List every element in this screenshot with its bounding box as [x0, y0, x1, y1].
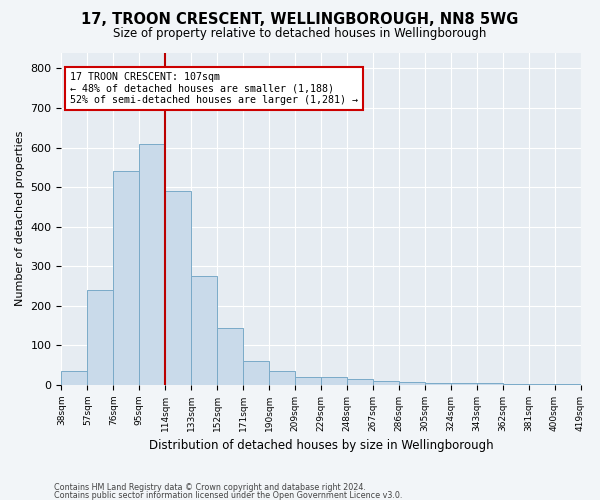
Text: 17 TROON CRESCENT: 107sqm
← 48% of detached houses are smaller (1,188)
52% of se: 17 TROON CRESCENT: 107sqm ← 48% of detac… — [70, 72, 358, 106]
Text: Size of property relative to detached houses in Wellingborough: Size of property relative to detached ho… — [113, 28, 487, 40]
Bar — [113, 172, 139, 385]
Bar — [321, 377, 347, 385]
Bar — [139, 144, 165, 385]
Bar — [399, 382, 425, 385]
Bar — [61, 371, 88, 385]
Text: 17, TROON CRESCENT, WELLINGBOROUGH, NN8 5WG: 17, TROON CRESCENT, WELLINGBOROUGH, NN8 … — [82, 12, 518, 28]
Bar — [425, 383, 451, 385]
Bar — [373, 381, 399, 385]
Bar — [529, 384, 554, 385]
Bar — [217, 328, 243, 385]
Bar — [165, 191, 191, 385]
Bar — [295, 377, 321, 385]
Bar — [269, 371, 295, 385]
Bar — [476, 383, 503, 385]
Text: Contains public sector information licensed under the Open Government Licence v3: Contains public sector information licen… — [54, 491, 403, 500]
Bar — [88, 290, 113, 385]
Bar — [451, 383, 476, 385]
Bar — [191, 276, 217, 385]
Bar — [347, 379, 373, 385]
Bar — [503, 384, 529, 385]
Bar — [243, 362, 269, 385]
Bar — [554, 384, 581, 385]
Text: Contains HM Land Registry data © Crown copyright and database right 2024.: Contains HM Land Registry data © Crown c… — [54, 484, 366, 492]
X-axis label: Distribution of detached houses by size in Wellingborough: Distribution of detached houses by size … — [149, 440, 493, 452]
Y-axis label: Number of detached properties: Number of detached properties — [15, 131, 25, 306]
